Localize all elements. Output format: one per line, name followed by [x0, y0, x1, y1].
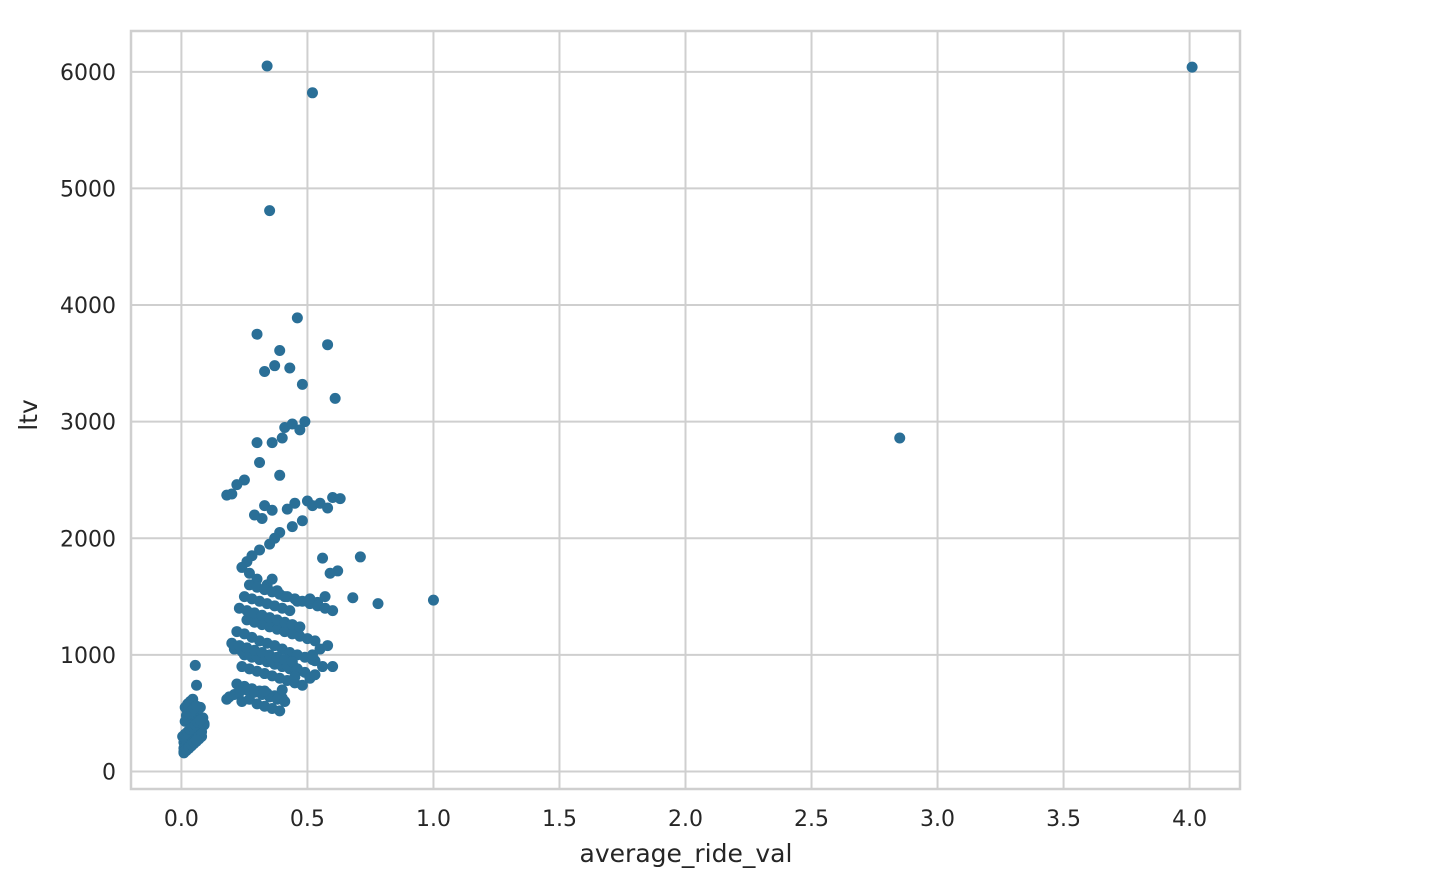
y-tick-label: 5000	[60, 177, 116, 202]
scatter-point	[327, 661, 339, 673]
scatter-point	[317, 552, 329, 564]
x-tick-label: 0.5	[290, 807, 325, 832]
scatter-point	[322, 640, 334, 652]
y-tick-label: 6000	[60, 61, 116, 86]
x-tick-label: 2.0	[668, 807, 703, 832]
x-tick-label: 4.0	[1172, 807, 1207, 832]
scatter-point	[329, 392, 341, 404]
scatter-point	[354, 551, 366, 563]
scatter-point	[427, 594, 439, 606]
scatter-point	[334, 493, 346, 505]
scatter-point	[322, 339, 334, 351]
x-axis-label: average_ride_val	[580, 839, 793, 868]
scatter-point	[231, 479, 243, 491]
scatter-point	[296, 515, 308, 527]
scatter-point	[189, 659, 201, 671]
scatter-point	[296, 378, 308, 390]
scatter-point	[251, 573, 263, 585]
scatter-point	[324, 567, 336, 579]
plot-frame	[129, 29, 1242, 791]
scatter-point	[289, 497, 301, 509]
x-tick-label: 1.0	[416, 807, 451, 832]
scatter-point	[274, 705, 286, 717]
scatter-point	[266, 573, 278, 585]
scatter-point	[251, 437, 263, 449]
scatter-point	[261, 60, 273, 72]
x-tick-labels: 0.0 0.5 1.0 1.5 2.0 2.5 3.0 3.5 4.0	[164, 807, 1207, 832]
scatter-point	[276, 684, 288, 696]
y-axis-label: ltv	[14, 399, 43, 431]
scatter-point	[259, 685, 271, 697]
scatter-point	[279, 696, 291, 708]
scatter-point	[286, 521, 298, 533]
scatter-point	[372, 598, 384, 610]
y-tick-label: 3000	[60, 411, 116, 436]
scatter-point	[264, 538, 276, 550]
scatter-point	[299, 416, 311, 428]
x-tick-label: 3.0	[920, 807, 955, 832]
scatter-point	[1186, 61, 1198, 73]
scatter-point	[191, 734, 203, 746]
scatter-point	[264, 205, 276, 217]
scatter-point	[274, 469, 286, 481]
scatter-point	[309, 635, 321, 647]
scatter-point	[274, 345, 286, 357]
scatter-point	[254, 544, 266, 556]
scatter-point	[286, 418, 298, 430]
scatter-point	[221, 489, 233, 501]
x-tick-label: 1.5	[542, 807, 577, 832]
scatter-point	[276, 432, 288, 444]
scatter-point	[191, 700, 203, 712]
scatter-point	[194, 714, 206, 726]
scatter-point	[327, 605, 339, 617]
x-tick-label: 0.0	[164, 807, 199, 832]
scatter-point	[294, 621, 306, 633]
y-tick-label: 4000	[60, 294, 116, 319]
scatter-point	[294, 424, 306, 436]
scatter-point	[236, 561, 248, 573]
scatter-point	[291, 312, 303, 324]
scatter-point	[322, 502, 334, 514]
scatter-point	[284, 605, 296, 617]
scatter-point	[243, 567, 255, 579]
scatter-point	[254, 456, 266, 468]
scatter-point	[289, 671, 301, 683]
scatter-point	[259, 366, 271, 378]
x-tick-label: 3.5	[1046, 807, 1081, 832]
scatter-point	[269, 360, 281, 372]
scatter-point	[266, 437, 278, 449]
scatter-point	[894, 432, 906, 444]
scatter-point	[256, 512, 268, 524]
scatter-point	[233, 686, 245, 698]
scatter-point	[347, 592, 359, 604]
scatter-point	[281, 503, 293, 515]
scatter-point	[309, 669, 321, 681]
scatter-point	[251, 328, 263, 340]
scatter-point	[317, 661, 329, 673]
scatter-point	[266, 504, 278, 516]
scatter-point	[306, 87, 318, 99]
scatter-point	[306, 649, 318, 661]
scatter-point	[284, 362, 296, 374]
y-tick-label: 2000	[60, 527, 116, 552]
x-tick-label: 2.5	[794, 807, 829, 832]
data-points	[177, 60, 1198, 759]
scatter-point	[191, 679, 203, 691]
scatter-point	[319, 591, 331, 603]
y-tick-label: 0	[102, 761, 116, 786]
scatter-point	[296, 679, 308, 691]
y-tick-label: 1000	[60, 644, 116, 669]
y-tick-labels: 0 1000 2000 3000 4000 5000 6000	[60, 61, 116, 786]
